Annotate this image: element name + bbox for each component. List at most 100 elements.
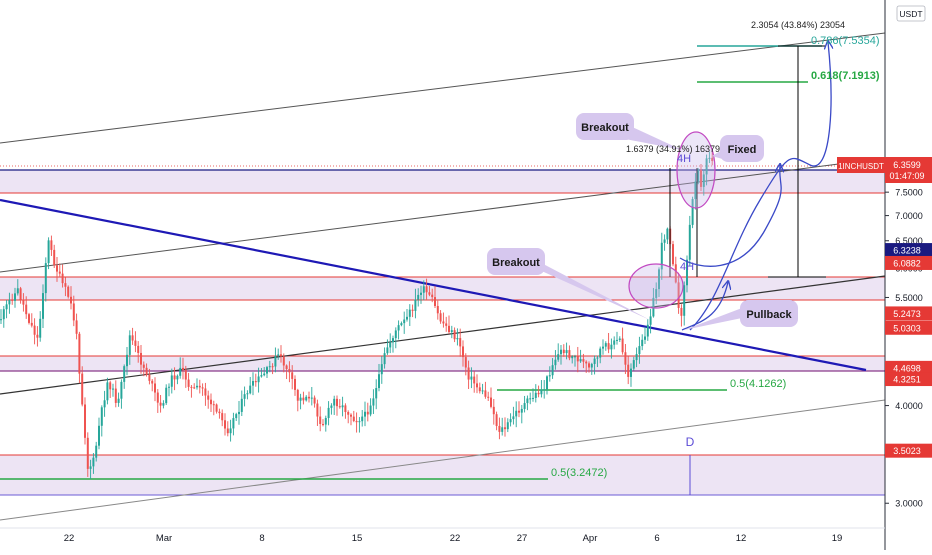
candle-body (313, 397, 316, 404)
time-tick-label: 12 (736, 533, 747, 544)
candle-body (19, 288, 22, 300)
candle-body (299, 397, 302, 401)
candle-body (711, 157, 714, 162)
callout-fixed-box (720, 135, 764, 162)
candle-body (30, 322, 33, 326)
candle-body (518, 410, 520, 413)
candle-body (5, 304, 8, 310)
candle-body (506, 422, 509, 430)
measure-top-label: 2.3054 (43.84%) 23054 (751, 20, 845, 30)
candle-body (425, 286, 428, 293)
candle-body (310, 397, 313, 399)
candle-body (467, 367, 470, 380)
candle-body (330, 405, 333, 408)
candle-body (92, 457, 95, 467)
candle-body (515, 410, 518, 417)
candle-body (448, 325, 450, 332)
time-axis[interactable]: 22 Mar 8 15 22 27 Apr 6 12 19 (0, 527, 885, 544)
price-level-tag (885, 255, 932, 270)
candle-body (128, 335, 131, 355)
candle-body (431, 294, 434, 298)
candle-body (495, 414, 498, 426)
label-4h-top: 4H (677, 153, 691, 165)
candle-body (422, 286, 425, 293)
candle-body (350, 414, 352, 417)
candle-body (554, 359, 557, 366)
candle-body (700, 169, 702, 187)
candle-body (322, 423, 324, 425)
candle-body (490, 397, 492, 407)
candle-body (22, 299, 25, 305)
candle-body (672, 244, 674, 265)
candle-body (484, 390, 487, 397)
candle-body (70, 296, 72, 304)
candle-body (504, 427, 506, 430)
price-level-tag (885, 360, 932, 375)
candle-body (361, 416, 364, 422)
callout-breakout-mid[interactable]: Breakout (487, 248, 650, 320)
candle-body (590, 363, 593, 368)
breakout-zone (0, 277, 885, 300)
candle-body (95, 445, 98, 458)
candle-body (61, 273, 64, 284)
callout-pullback[interactable]: Pullback (684, 300, 798, 330)
candle-body (305, 396, 308, 401)
candle-body (36, 334, 39, 338)
candle-body (0, 319, 2, 321)
candle-body (324, 418, 327, 425)
candle-body (618, 338, 621, 340)
measure-mid-label: 1.6379 (34.91%) 16379 (626, 144, 720, 154)
callout-breakout-mid-box (487, 248, 545, 275)
time-tick-label: 27 (517, 533, 528, 544)
candle-body (240, 398, 243, 412)
price-tick-label: 4.0000 (895, 401, 923, 411)
callout-pullback-text: Pullback (746, 309, 792, 321)
candle-body (215, 404, 218, 412)
candle-body (638, 346, 641, 355)
candle-body (39, 318, 42, 338)
candle-body (327, 407, 330, 419)
candle-body (25, 304, 28, 315)
currency-box (896, 5, 926, 22)
support-zone (0, 356, 885, 371)
candle-body (686, 259, 688, 286)
callout-fixed[interactable]: Fixed (712, 135, 764, 162)
candle-body (596, 357, 599, 359)
candle-body (445, 323, 448, 326)
callout-breakout-mid-text: Breakout (492, 257, 540, 269)
candle-body (252, 381, 254, 386)
candle-body (624, 352, 627, 365)
candle-body (529, 398, 532, 400)
time-tick-label: 8 (259, 533, 264, 544)
candle-body (210, 399, 212, 405)
candle-body (14, 293, 16, 301)
candle-body (168, 386, 170, 388)
candle-body (406, 316, 408, 320)
price-axis-bg (885, 0, 932, 550)
candle-body (462, 346, 464, 358)
time-tick-label: 22 (450, 533, 461, 544)
candle-body (434, 297, 436, 306)
price-box-countdown: 01:47:09 (889, 171, 924, 181)
candle-body (543, 389, 546, 391)
candle-body (588, 363, 590, 368)
price-level-tags: 6.3238 6.0882 5.2473 5.0303 4.4698 4.3251 3.50… (885, 243, 932, 458)
candle-body (641, 339, 644, 347)
candle-body (565, 350, 568, 354)
candle-body (708, 157, 711, 159)
candle-body (263, 373, 266, 376)
candle-body (42, 293, 44, 319)
time-tick-label: 15 (352, 533, 363, 544)
price-axis[interactable]: USDT 8.00007.50007.00006.50006.00005.500… (837, 0, 932, 550)
candle-body (394, 330, 397, 339)
candle-body (64, 283, 67, 287)
candle-body (392, 338, 394, 343)
candle-body (207, 395, 210, 400)
candle-body (562, 349, 565, 354)
candle-body (663, 239, 666, 243)
candle-body (481, 390, 484, 392)
candle-body (67, 286, 70, 297)
callout-breakout-top[interactable]: Breakout (576, 113, 682, 150)
callout-pullback-box (740, 300, 798, 327)
